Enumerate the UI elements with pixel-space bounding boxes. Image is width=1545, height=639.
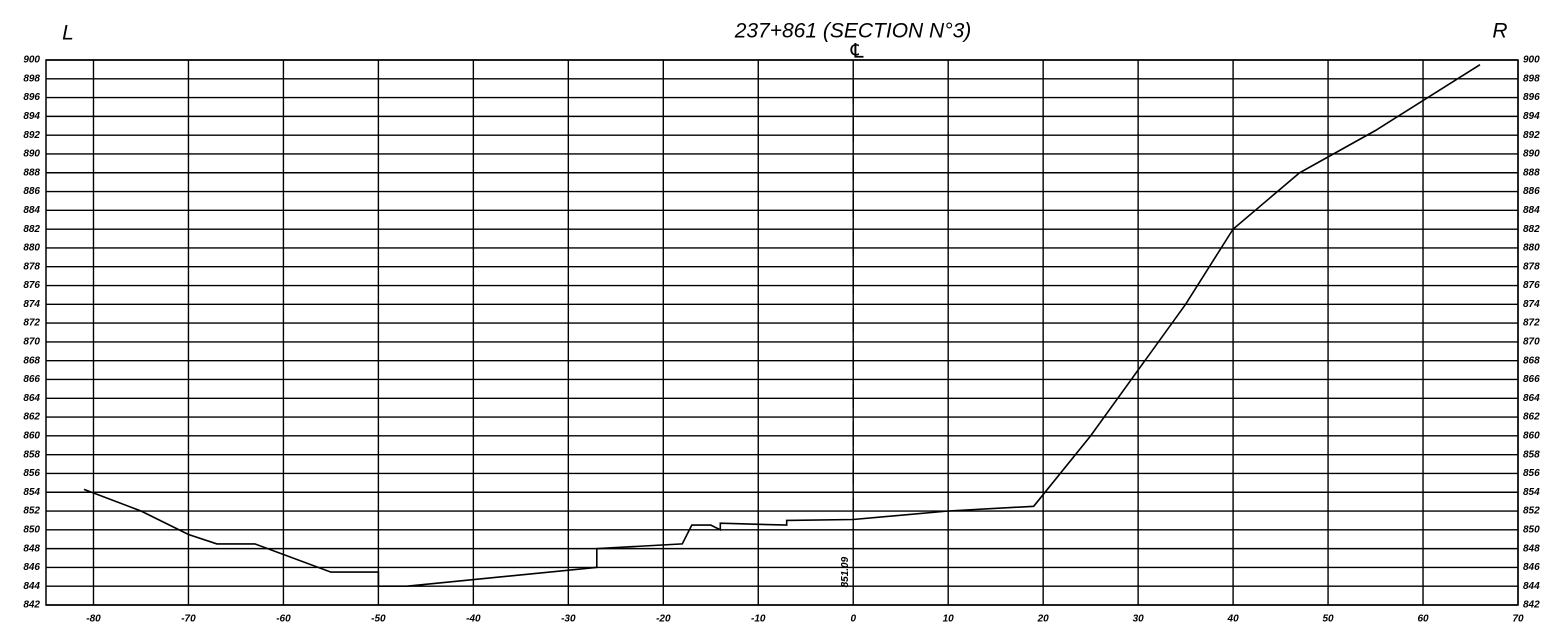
y-tick-label-right: 896 (1523, 92, 1540, 103)
x-tick-label: 0 (850, 614, 856, 625)
y-tick-label-right: 850 (1523, 524, 1540, 535)
y-tick-label: 864 (23, 393, 40, 404)
y-tick-label: 868 (23, 355, 40, 366)
ground-line (83, 64, 1481, 587)
y-tick-label: 852 (23, 506, 40, 517)
x-tick-label: -30 (561, 614, 576, 625)
y-tick-label-right: 884 (1523, 205, 1540, 216)
x-tick-label: 40 (1227, 614, 1240, 625)
y-tick-label: 874 (23, 299, 40, 310)
y-tick-label: 850 (23, 524, 40, 535)
y-tick-label-right: 844 (1523, 581, 1540, 592)
y-tick-label: 846 (23, 562, 40, 573)
y-tick-label: 890 (23, 149, 40, 160)
y-tick-label-right: 900 (1523, 55, 1540, 66)
y-tick-label: 878 (23, 261, 40, 272)
y-tick-label-right: 864 (1523, 393, 1540, 404)
y-tick-label-right: 874 (1523, 299, 1540, 310)
y-tick-label: 876 (23, 280, 40, 291)
x-tick-label: 10 (943, 614, 955, 625)
y-tick-label-right: 842 (1523, 600, 1540, 611)
y-tick-label: 866 (23, 374, 40, 385)
right-label: R (1492, 20, 1507, 43)
x-tick-label: 70 (1512, 614, 1524, 625)
x-tick-label: 20 (1037, 614, 1050, 625)
x-tick-label: -80 (86, 614, 101, 625)
centerline-symbol: ℄ (850, 40, 864, 62)
y-tick-label-right: 860 (1523, 431, 1540, 442)
y-tick-label-right: 866 (1523, 374, 1540, 385)
y-tick-label: 842 (23, 600, 40, 611)
y-tick-label-right: 868 (1523, 355, 1540, 366)
plot-frame (45, 59, 1519, 606)
x-tick-label: -40 (466, 614, 481, 625)
y-tick-label: 854 (23, 487, 40, 498)
y-tick-label-right: 882 (1523, 224, 1540, 235)
y-tick-label: 900 (23, 55, 40, 66)
y-tick-label-right: 898 (1523, 73, 1540, 84)
y-tick-label-right: 870 (1523, 337, 1540, 348)
left-label: L (62, 22, 74, 45)
x-tick-label: 30 (1133, 614, 1145, 625)
y-tick-label-right: 888 (1523, 167, 1540, 178)
y-tick-label-right: 876 (1523, 280, 1540, 291)
x-tick-label: -70 (181, 614, 196, 625)
x-tick-label: -60 (276, 614, 291, 625)
y-tick-label: 894 (23, 111, 40, 122)
centerline-elevation: 851.09 (840, 556, 851, 587)
y-tick-label: 858 (23, 449, 40, 460)
y-tick-label-right: 848 (1523, 543, 1540, 554)
y-tick-label: 892 (23, 130, 40, 141)
x-tick-label: -10 (751, 614, 766, 625)
y-tick-label: 856 (23, 468, 40, 479)
y-tick-label: 844 (23, 581, 40, 592)
y-tick-label-right: 854 (1523, 487, 1540, 498)
y-tick-label-right: 846 (1523, 562, 1540, 573)
y-tick-label: 886 (23, 186, 40, 197)
y-tick-label: 880 (23, 243, 40, 254)
y-tick-label: 888 (23, 167, 40, 178)
y-tick-label: 848 (23, 543, 40, 554)
y-tick-label-right: 894 (1523, 111, 1540, 122)
y-tick-label-right: 892 (1523, 130, 1540, 141)
y-tick-label: 896 (23, 92, 40, 103)
x-tick-label: 50 (1323, 614, 1335, 625)
x-tick-label: -20 (656, 614, 671, 625)
x-tick-label: -50 (371, 614, 386, 625)
y-tick-label-right: 862 (1523, 412, 1540, 423)
y-tick-label: 870 (23, 337, 40, 348)
y-tick-label: 882 (23, 224, 40, 235)
y-tick-label-right: 878 (1523, 261, 1540, 272)
y-tick-label-right: 858 (1523, 449, 1540, 460)
y-tick-label: 872 (23, 318, 40, 329)
y-tick-label-right: 856 (1523, 468, 1540, 479)
x-tick-label: 60 (1417, 614, 1429, 625)
y-tick-label: 860 (23, 431, 40, 442)
y-tick-label: 898 (23, 73, 40, 84)
y-tick-label-right: 890 (1523, 149, 1540, 160)
y-tick-label-right: 886 (1523, 186, 1540, 197)
y-tick-label: 884 (23, 205, 40, 216)
y-tick-label-right: 872 (1523, 318, 1540, 329)
y-tick-label: 862 (23, 412, 40, 423)
y-tick-label-right: 880 (1523, 243, 1540, 254)
chart-title: 237+861 (SECTION N°3) (734, 20, 972, 43)
y-tick-label-right: 852 (1523, 506, 1540, 517)
